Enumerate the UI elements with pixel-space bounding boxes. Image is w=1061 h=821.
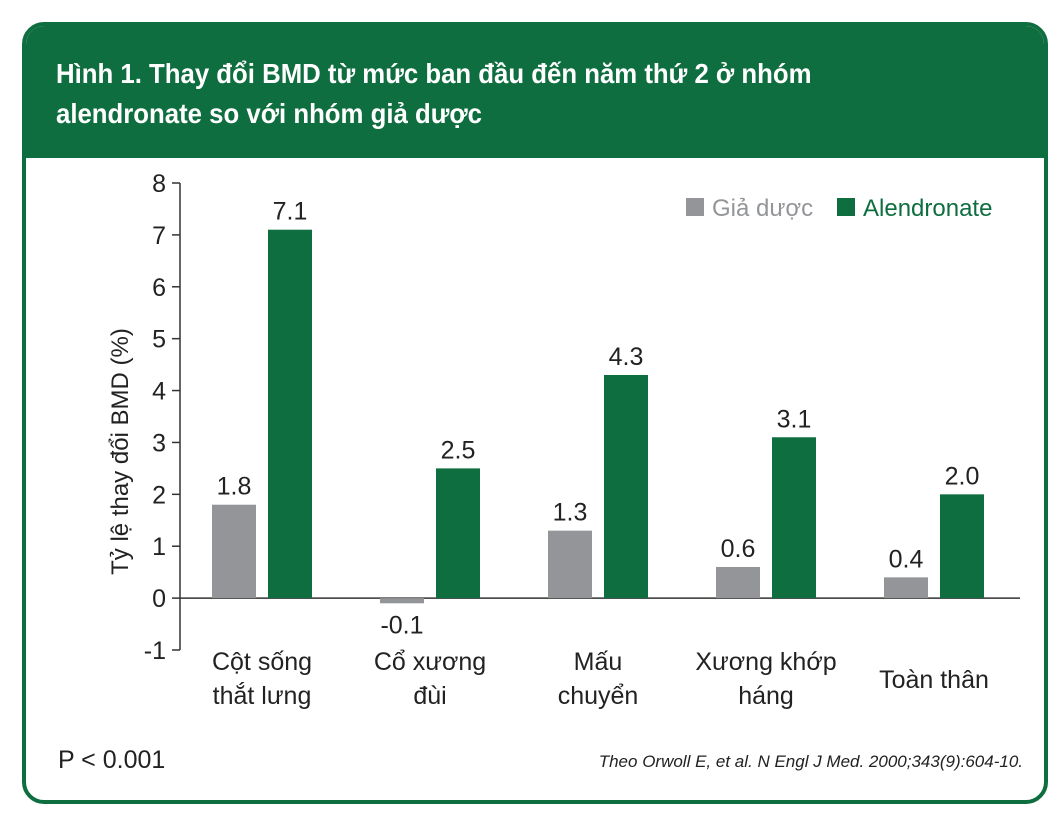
bar-value-label: 3.1 — [777, 405, 812, 433]
y-tick-label: 4 — [152, 378, 166, 406]
x-category-label: đùi — [413, 682, 446, 710]
x-category-label: háng — [738, 682, 794, 710]
y-tick-label: 6 — [152, 274, 166, 302]
bar-placebo — [548, 530, 592, 599]
bar-alendronate — [268, 229, 312, 599]
y-tick-label: 5 — [152, 326, 166, 354]
x-category-label: Cột sống — [212, 648, 312, 676]
x-category-label: Toàn thân — [879, 666, 989, 694]
y-tick-label: 0 — [152, 585, 166, 613]
legend-swatch — [837, 198, 855, 216]
bar-value-label: 1.8 — [217, 473, 252, 501]
bar-placebo — [212, 504, 256, 599]
legend-swatch — [686, 198, 704, 216]
bar-alendronate — [940, 494, 984, 599]
bar-value-label: 2.0 — [945, 462, 980, 490]
bar-placebo — [884, 577, 928, 599]
bar-alendronate — [604, 374, 648, 599]
bar-value-label: 4.3 — [609, 343, 644, 371]
figure-card: Hình 1. Thay đổi BMD từ mức ban đầu đến … — [22, 22, 1048, 804]
bar-placebo — [380, 598, 424, 604]
y-tick-label: 1 — [152, 533, 166, 561]
source-citation: Theo Orwoll E, et al. N Engl J Med. 2000… — [598, 752, 1023, 771]
y-tick-label: 8 — [152, 170, 166, 198]
x-category-label: thắt lưng — [213, 681, 312, 710]
bar-placebo — [716, 566, 760, 599]
bar-value-label: 7.1 — [273, 198, 308, 226]
bar-value-label: 2.5 — [441, 436, 476, 464]
x-category-label: Cổ xương — [374, 648, 486, 676]
x-category-label: chuyển — [558, 682, 639, 710]
figure-header: Hình 1. Thay đổi BMD từ mức ban đầu đến … — [26, 26, 1044, 158]
legend-label: Giả dược — [712, 195, 813, 222]
bar-value-label: 1.3 — [553, 499, 588, 527]
bar-value-label: 0.6 — [721, 535, 756, 563]
y-tick-label: 2 — [152, 481, 166, 509]
y-tick-label: 7 — [152, 222, 166, 250]
x-category-label: Mấu — [574, 648, 623, 676]
bar-value-label: 0.4 — [889, 545, 924, 573]
x-category-label: Xương khớp — [695, 648, 836, 676]
figure-title: Hình 1. Thay đổi BMD từ mức ban đầu đến … — [56, 58, 812, 129]
y-axis-title: Tỷ lệ thay đổi BMD (%) — [107, 328, 134, 575]
y-tick-label: -1 — [144, 637, 166, 665]
bar-alendronate — [772, 437, 816, 599]
legend-label: Alendronate — [863, 195, 992, 222]
y-tick-label: 3 — [152, 429, 166, 457]
p-value-note: P < 0.001 — [58, 746, 166, 774]
bar-alendronate — [436, 468, 480, 599]
bar-value-label: -0.1 — [380, 611, 423, 639]
